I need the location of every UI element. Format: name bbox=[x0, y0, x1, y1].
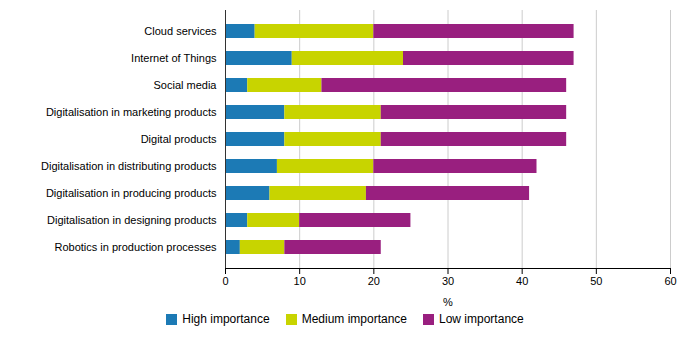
svg-text:%: % bbox=[443, 296, 453, 308]
svg-text:40: 40 bbox=[516, 275, 528, 287]
svg-text:30: 30 bbox=[442, 275, 454, 287]
svg-text:Digitalisation in distributing: Digitalisation in distributing products bbox=[41, 160, 217, 172]
svg-text:Digital products: Digital products bbox=[141, 133, 217, 145]
svg-text:Social media: Social media bbox=[154, 79, 218, 91]
html-text:High importance: High importance bbox=[182, 312, 270, 326]
svg-text:Digitalisation in marketing pr: Digitalisation in marketing products bbox=[46, 106, 217, 118]
html-text:Medium importance: Medium importance bbox=[301, 312, 407, 326]
svg-text:Robotics in production process: Robotics in production processes bbox=[54, 241, 217, 253]
svg-text:Internet of Things: Internet of Things bbox=[131, 52, 217, 64]
svg-text:50: 50 bbox=[590, 275, 602, 287]
svg-text:0: 0 bbox=[222, 275, 228, 287]
svg-text:Cloud services: Cloud services bbox=[144, 25, 217, 37]
svg-text:Digitalisation in producing pr: Digitalisation in producing products bbox=[46, 187, 217, 199]
svg-text:20: 20 bbox=[368, 275, 380, 287]
svg-text:60: 60 bbox=[664, 275, 676, 287]
svg-text:10: 10 bbox=[294, 275, 306, 287]
html-text:Low importance: Low importance bbox=[439, 312, 524, 326]
svg-text:Digitalisation in designing pr: Digitalisation in designing products bbox=[47, 214, 217, 226]
